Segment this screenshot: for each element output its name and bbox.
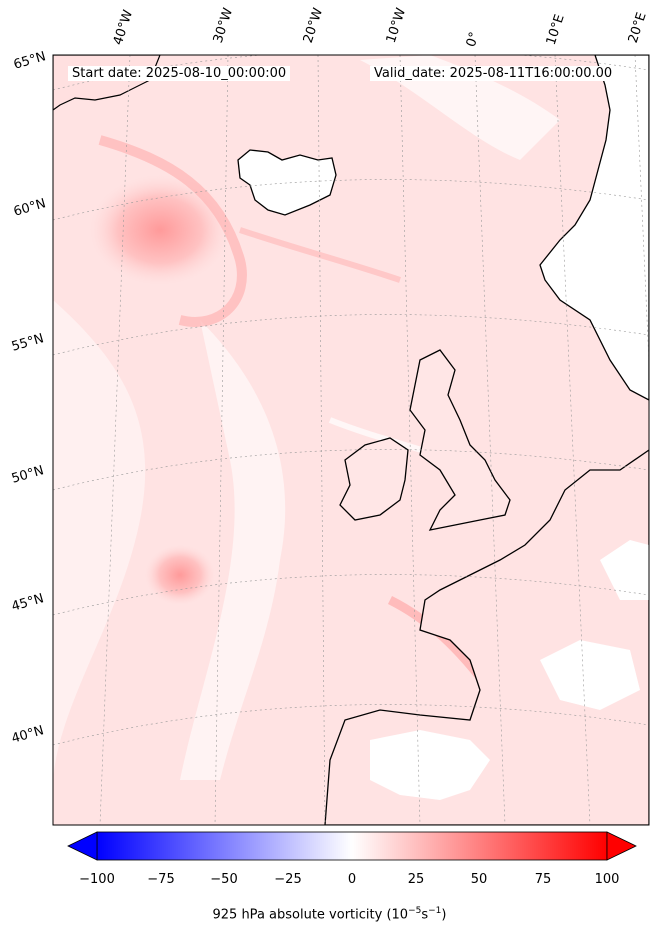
- iceland: [237, 149, 337, 216]
- colorbar-tick: 25: [407, 872, 425, 887]
- colorbar-label: 925 hPa absolute vorticity (10−5s−1): [212, 906, 447, 923]
- plot-frame: [52, 54, 650, 826]
- start-date-label: Start date: 2025-08-10_00:00:00: [68, 66, 291, 81]
- colorbar-tick: 0: [347, 872, 357, 887]
- colorbar-max-extend: [606, 831, 637, 861]
- graticule: [53, 55, 649, 825]
- colorbar-tick: 50: [470, 872, 488, 887]
- colorbar-tick: 75: [534, 872, 552, 887]
- colorbar-tick: −75: [147, 872, 175, 887]
- great-britain: [409, 349, 511, 531]
- colorbar: [67, 831, 637, 861]
- scandinavia: [539, 55, 649, 401]
- colorbar-min-extend: [67, 831, 98, 861]
- ireland: [339, 437, 409, 521]
- colorbar-body: [96, 831, 608, 861]
- colorbar-tick: −25: [274, 872, 302, 887]
- valid-date-label: Valid_date: 2025-08-11T16:00:00.00: [370, 66, 617, 81]
- colorbar-tick: −100: [79, 872, 115, 887]
- continental-europe: [324, 449, 649, 825]
- colorbar-tick: −50: [210, 872, 238, 887]
- colorbar-tick: 100: [594, 872, 620, 887]
